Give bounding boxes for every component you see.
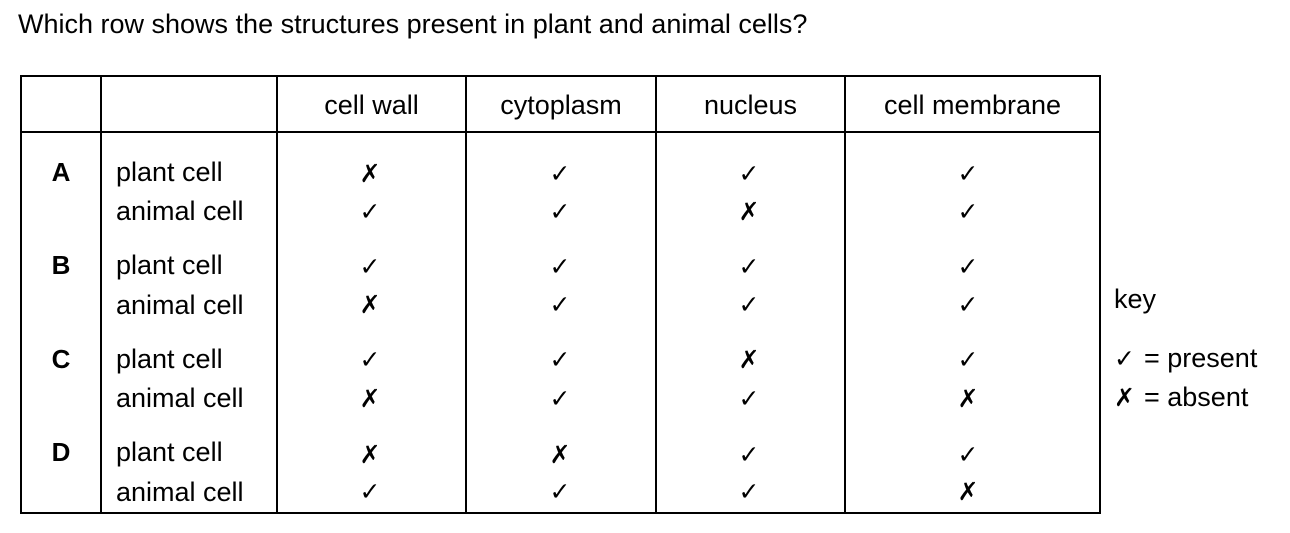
tick-icon: ✓ — [957, 159, 979, 188]
key-absent: ✗ = absent — [1114, 378, 1248, 417]
cross-icon: ✗ — [549, 440, 571, 469]
key-present-text: = present — [1144, 343, 1258, 373]
tick-icon: ✓ — [738, 477, 760, 506]
cross-icon: ✗ — [359, 159, 381, 188]
tick-icon: ✓ — [359, 252, 381, 281]
tick-icon: ✓ — [549, 477, 571, 506]
tick-icon: ✓ — [359, 477, 381, 506]
table-divider — [655, 77, 657, 512]
tick-icon: ✓ — [738, 252, 760, 281]
row-letter: C — [51, 344, 71, 374]
cross-icon: ✗ — [738, 345, 760, 374]
plant-cell-label: plant cell — [116, 437, 223, 467]
tick-icon: ✓ — [549, 159, 571, 188]
key-absent-text: = absent — [1144, 382, 1249, 412]
tick-icon: ✓ — [738, 290, 760, 319]
tick-icon: ✓ — [549, 197, 571, 226]
tick-icon: ✓ — [1114, 344, 1135, 373]
cross-icon: ✗ — [738, 197, 760, 226]
tick-icon: ✓ — [549, 384, 571, 413]
table-divider — [276, 77, 278, 512]
row-letter: B — [51, 250, 71, 280]
cross-icon: ✗ — [1114, 383, 1135, 412]
table-divider — [844, 77, 846, 512]
animal-cell-label: animal cell — [116, 383, 244, 413]
animal-cell-label: animal cell — [116, 477, 244, 507]
tick-icon: ✓ — [549, 290, 571, 319]
column-header-nucleus: nucleus — [703, 89, 798, 120]
cross-icon: ✗ — [957, 384, 979, 413]
key-present: ✓ = present — [1114, 339, 1257, 378]
table-divider — [22, 131, 1099, 133]
table-divider — [100, 77, 102, 512]
tick-icon: ✓ — [738, 384, 760, 413]
tick-icon: ✓ — [957, 345, 979, 374]
tick-icon: ✓ — [549, 345, 571, 374]
tick-icon: ✓ — [738, 440, 760, 469]
cross-icon: ✗ — [957, 477, 979, 506]
animal-cell-label: animal cell — [116, 290, 244, 320]
row-letter: A — [51, 157, 71, 187]
column-header-cell-wall: cell wall — [324, 89, 419, 120]
tick-icon: ✓ — [549, 252, 571, 281]
cross-icon: ✗ — [359, 290, 381, 319]
plant-cell-label: plant cell — [116, 157, 223, 187]
cross-icon: ✗ — [359, 384, 381, 413]
row-letter: D — [51, 437, 71, 467]
column-header-cytoplasm: cytoplasm — [500, 89, 622, 120]
tick-icon: ✓ — [738, 159, 760, 188]
plant-cell-label: plant cell — [116, 250, 223, 280]
cross-icon: ✗ — [359, 440, 381, 469]
animal-cell-label: animal cell — [116, 196, 244, 226]
key-title: key — [1114, 284, 1157, 314]
plant-cell-label: plant cell — [116, 344, 223, 374]
tick-icon: ✓ — [957, 290, 979, 319]
tick-icon: ✓ — [359, 345, 381, 374]
question-text: Which row shows the structures present i… — [18, 9, 808, 39]
column-header-cell-membrane: cell membrane — [883, 89, 1062, 120]
tick-icon: ✓ — [957, 440, 979, 469]
tick-icon: ✓ — [957, 252, 979, 281]
tick-icon: ✓ — [359, 197, 381, 226]
tick-icon: ✓ — [957, 197, 979, 226]
table-divider — [465, 77, 467, 512]
cell-structures-table: cell wall cytoplasm nucleus cell membran… — [20, 75, 1101, 514]
